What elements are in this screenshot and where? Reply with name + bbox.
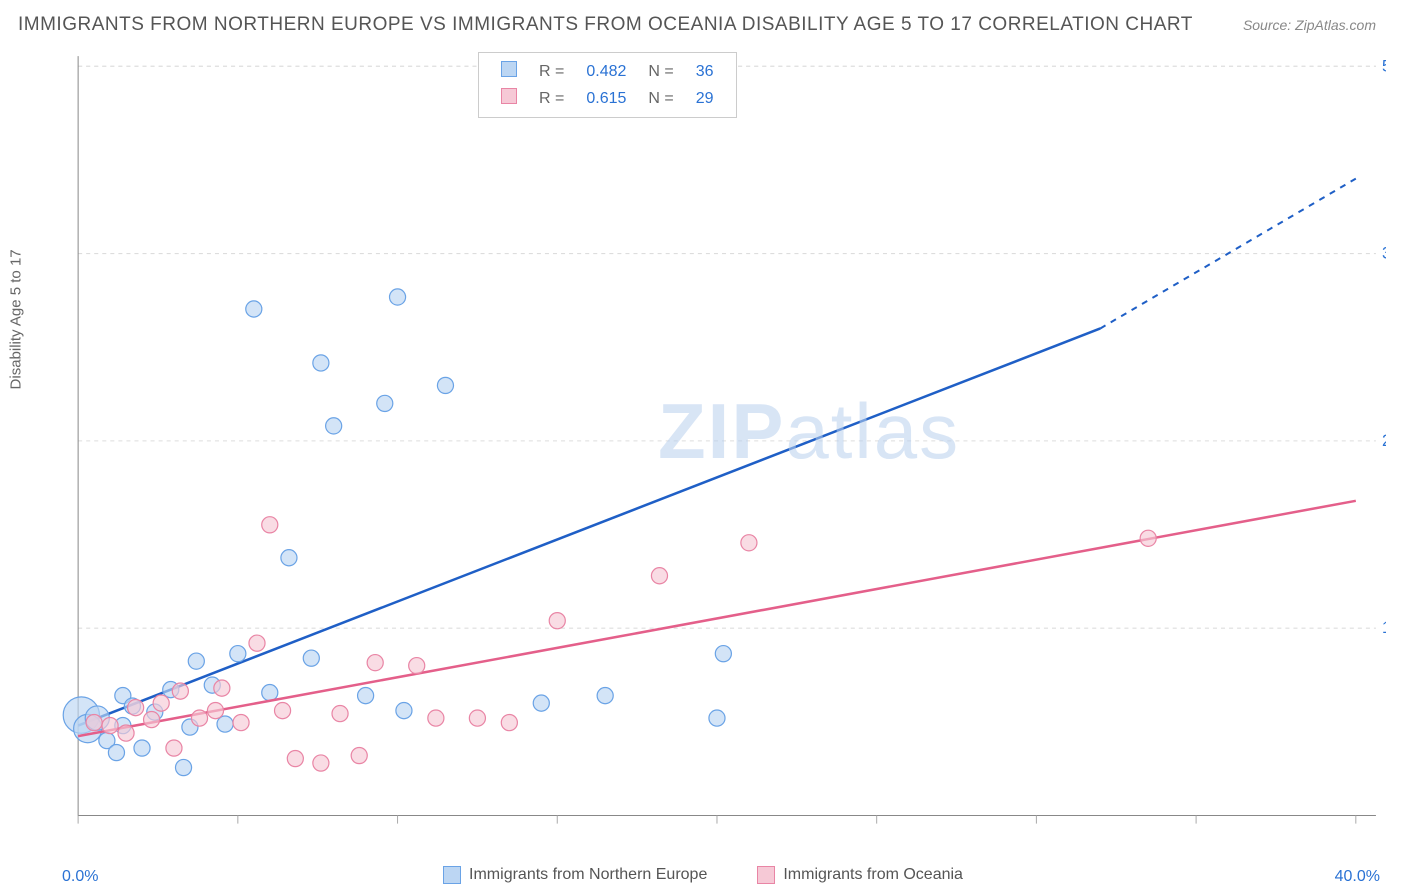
stats-r-label: R = [529,86,574,111]
stats-legend-box: R =0.482N =36R =0.615N =29 [478,52,737,118]
svg-text:25.0%: 25.0% [1382,432,1386,450]
svg-text:50.0%: 50.0% [1382,57,1386,75]
svg-text:37.5%: 37.5% [1382,245,1386,263]
stats-r-value: 0.615 [576,86,636,111]
stats-n-label: N = [638,59,683,84]
legend-item-series2: Immigrants from Oceania [757,866,963,884]
svg-text:12.5%: 12.5% [1382,619,1386,637]
legend-label-1: Immigrants from Northern Europe [469,866,707,884]
chart-area: Disability Age 5 to 17 12.5%25.0%37.5%50… [18,46,1386,856]
y-axis-label: Disability Age 5 to 17 [8,249,25,389]
scatter-plot: 12.5% 25.0% 37.5% 50.0% [58,46,1386,856]
stats-table: R =0.482N =36R =0.615N =29 [489,57,726,113]
header-row: IMMIGRANTS FROM NORTHERN EUROPE VS IMMIG… [0,0,1406,42]
stats-row: R =0.482N =36 [491,59,724,84]
stats-r-label: R = [529,59,574,84]
stats-row: R =0.615N =29 [491,86,724,111]
stats-swatch [501,61,517,77]
bottom-legend: Immigrants from Northern Europe Immigran… [0,866,1406,884]
chart-title: IMMIGRANTS FROM NORTHERN EUROPE VS IMMIG… [18,14,1193,36]
source-attribution: Source: ZipAtlas.com [1243,17,1376,33]
legend-swatch-1 [443,866,461,884]
stats-n-value: 29 [686,86,724,111]
stats-n-label: N = [638,86,683,111]
stats-n-value: 36 [686,59,724,84]
stats-swatch [501,88,517,104]
legend-item-series1: Immigrants from Northern Europe [443,866,707,884]
stats-r-value: 0.482 [576,59,636,84]
legend-swatch-2 [757,866,775,884]
legend-label-2: Immigrants from Oceania [783,866,963,884]
